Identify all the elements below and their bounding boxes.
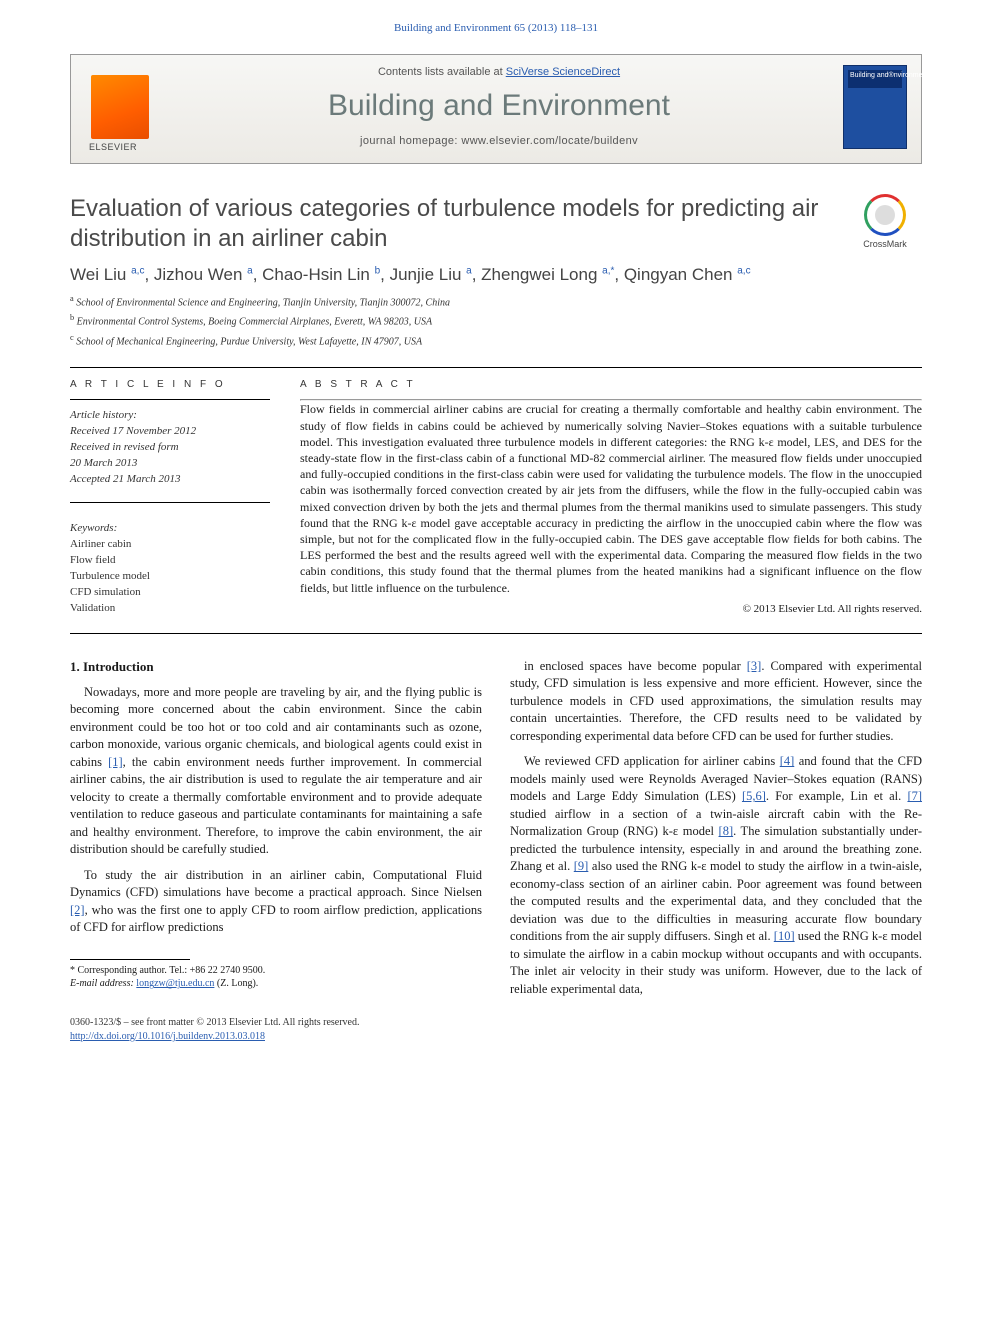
homepage-prefix: journal homepage: xyxy=(360,135,461,147)
body-column-left: 1. Introduction Nowadays, more and more … xyxy=(70,658,482,1007)
doi-link[interactable]: http://dx.doi.org/10.1016/j.buildenv.201… xyxy=(70,1031,265,1042)
keyword: Airliner cabin xyxy=(70,537,270,553)
contents-lists-line: Contents lists available at SciVerse Sci… xyxy=(155,65,843,80)
body-column-right: in enclosed spaces have become popular [… xyxy=(510,658,922,1007)
body-paragraph: Nowadays, more and more people are trave… xyxy=(70,684,482,859)
citation-ref-link[interactable]: [3] xyxy=(747,659,762,673)
history-line: Received in revised form xyxy=(70,440,270,456)
article-history: Article history: Received 17 November 20… xyxy=(70,408,270,488)
citation-link[interactable]: Building and Environment 65 (2013) 118–1… xyxy=(394,22,598,34)
abstract-column: A B S T R A C T Flow fields in commercia… xyxy=(300,378,922,617)
body-paragraph: To study the air distribution in an airl… xyxy=(70,867,482,937)
journal-banner-center: Contents lists available at SciVerse Sci… xyxy=(155,65,843,149)
journal-homepage-line: journal homepage: www.elsevier.com/locat… xyxy=(155,134,843,149)
article-info-column: A R T I C L E I N F O Article history: R… xyxy=(70,378,270,617)
citation-ref-link[interactable]: [8] xyxy=(719,824,734,838)
sciencedirect-link[interactable]: SciVerse ScienceDirect xyxy=(506,66,620,78)
crossmark-icon xyxy=(864,194,906,236)
abstract-text: Flow fields in commercial airliner cabin… xyxy=(300,401,922,595)
keywords-label: Keywords: xyxy=(70,521,270,537)
elsevier-logo-icon xyxy=(91,75,149,139)
issn-copyright-line: 0360-1323/$ – see front matter © 2013 El… xyxy=(70,1016,922,1030)
rule-mid xyxy=(70,633,922,634)
affiliation-line: c School of Mechanical Engineering, Purd… xyxy=(70,332,922,349)
keyword: Flow field xyxy=(70,553,270,569)
article-info-heading: A R T I C L E I N F O xyxy=(70,378,270,392)
journal-cover-thumbnail xyxy=(843,65,907,149)
affiliation-line: b Environmental Control Systems, Boeing … xyxy=(70,312,922,329)
journal-banner: Contents lists available at SciVerse Sci… xyxy=(70,54,922,164)
section-heading-intro: 1. Introduction xyxy=(70,658,482,676)
footnote-rule xyxy=(70,959,190,960)
info-rule xyxy=(70,399,270,400)
history-label: Article history: xyxy=(70,408,270,424)
affiliations: a School of Environmental Science and En… xyxy=(70,293,922,349)
citation-ref-link[interactable]: [7] xyxy=(907,789,922,803)
corr-email-link[interactable]: longzw@tju.edu.cn xyxy=(136,978,214,989)
abstract-copyright: © 2013 Elsevier Ltd. All rights reserved… xyxy=(300,602,922,617)
citation-ref-link[interactable]: [4] xyxy=(780,754,795,768)
citation-ref-link[interactable]: [10] xyxy=(774,929,795,943)
contents-lists-prefix: Contents lists available at xyxy=(378,66,506,78)
history-line: Accepted 21 March 2013 xyxy=(70,472,270,488)
publisher-logo-wrap xyxy=(85,75,155,139)
keyword: Turbulence model xyxy=(70,569,270,585)
affiliation-line: a School of Environmental Science and En… xyxy=(70,293,922,310)
email-label: E-mail address: xyxy=(70,978,136,989)
history-line: 20 March 2013 xyxy=(70,456,270,472)
citation-ref-link[interactable]: [2] xyxy=(70,903,85,917)
citation-ref-link[interactable]: [9] xyxy=(574,859,589,873)
author-list: Wei Liu a,c, Jizhou Wen a, Chao-Hsin Lin… xyxy=(70,264,922,287)
citation-ref-link[interactable]: [5,6] xyxy=(742,789,766,803)
body-paragraph: We reviewed CFD application for airliner… xyxy=(510,753,922,998)
history-line: Received 17 November 2012 xyxy=(70,424,270,440)
abstract-heading: A B S T R A C T xyxy=(300,378,922,392)
keyword: Validation xyxy=(70,601,270,617)
body-paragraph: in enclosed spaces have become popular [… xyxy=(510,658,922,746)
corresponding-author-footnote: * Corresponding author. Tel.: +86 22 274… xyxy=(70,964,482,991)
homepage-url: www.elsevier.com/locate/buildenv xyxy=(461,135,638,147)
crossmark-widget[interactable]: CrossMark xyxy=(848,194,922,250)
keyword: CFD simulation xyxy=(70,585,270,601)
journal-name: Building and Environment xyxy=(155,86,843,127)
article-title: Evaluation of various categories of turb… xyxy=(70,194,836,254)
keywords-rule xyxy=(70,502,270,503)
email-suffix: (Z. Long). xyxy=(214,978,258,989)
corr-author-line: * Corresponding author. Tel.: +86 22 274… xyxy=(70,964,482,978)
page-footer: 0360-1323/$ – see front matter © 2013 El… xyxy=(0,1006,992,1067)
rule-top xyxy=(70,367,922,368)
body-columns: 1. Introduction Nowadays, more and more … xyxy=(70,658,922,1007)
keywords-block: Keywords: Airliner cabinFlow fieldTurbul… xyxy=(70,521,270,617)
crossmark-label: CrossMark xyxy=(863,239,907,249)
citation-ref-link[interactable]: [1] xyxy=(108,755,123,769)
running-head: Building and Environment 65 (2013) 118–1… xyxy=(0,0,992,46)
